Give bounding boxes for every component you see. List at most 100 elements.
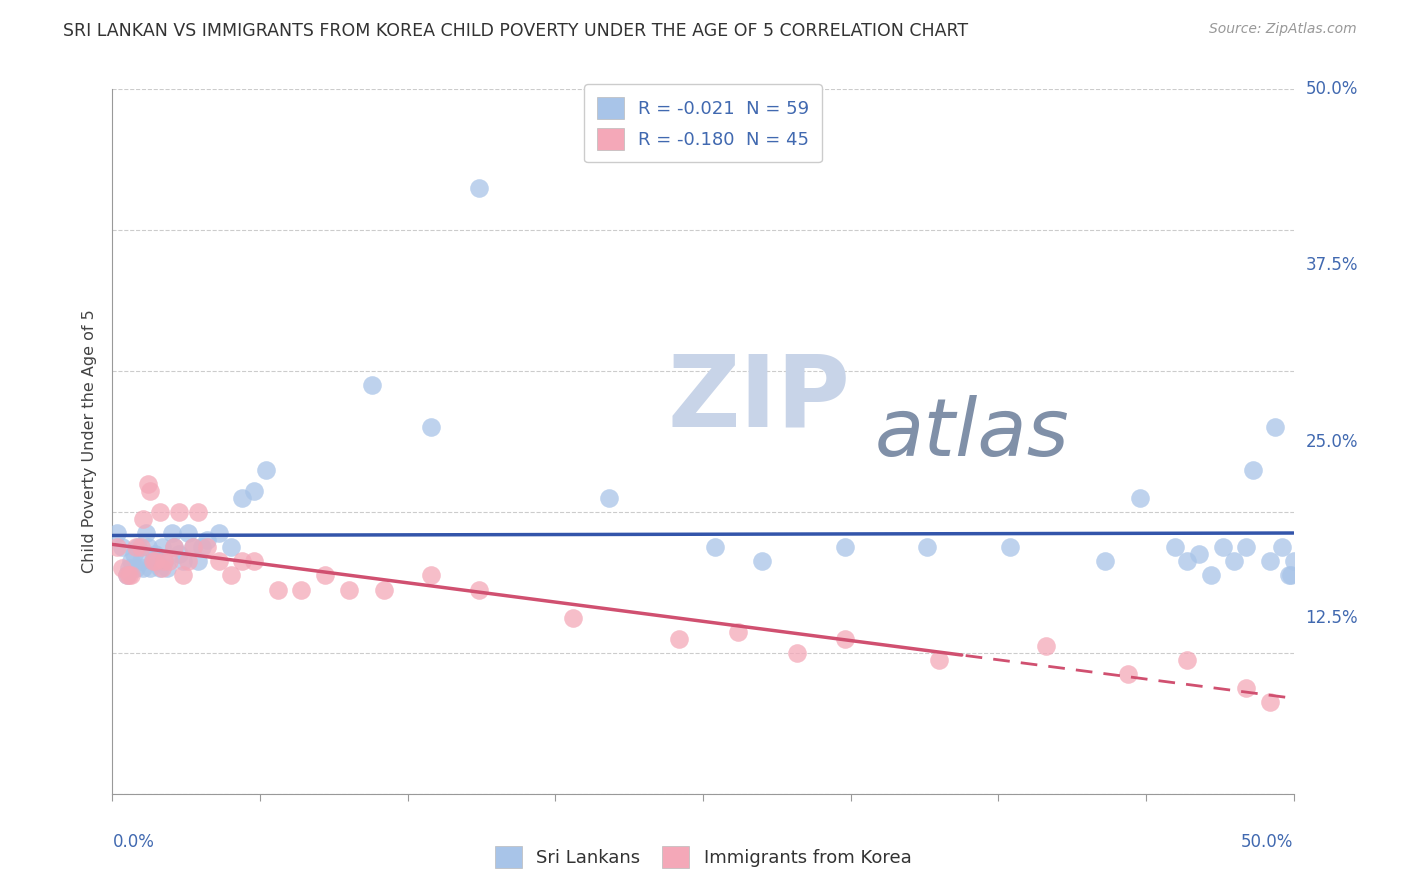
Point (928, 653, 950, 667)
Point (1116, 667, 1139, 681)
Point (420, 568, 443, 582)
Point (143, 554, 166, 568)
Point (172, 554, 194, 568)
Point (120, 554, 142, 568)
Point (105, 526, 128, 541)
Point (149, 561, 172, 575)
Point (834, 632, 856, 646)
Point (163, 541, 186, 555)
Point (132, 512, 155, 526)
Point (1175, 554, 1198, 568)
Point (150, 561, 173, 575)
Point (195, 533, 218, 548)
Point (290, 582, 312, 597)
Point (1094, 554, 1116, 568)
Point (1175, 653, 1198, 667)
Point (703, 541, 725, 555)
Y-axis label: Child Poverty Under the Age of 5: Child Poverty Under the Age of 5 (82, 310, 97, 574)
Point (420, 420, 443, 434)
Point (186, 554, 208, 568)
Point (1234, 541, 1257, 555)
Point (1282, 554, 1305, 568)
Point (153, 554, 176, 568)
Point (373, 582, 395, 597)
Point (243, 483, 266, 498)
Point (149, 505, 172, 519)
Text: 50.0%: 50.0% (1241, 832, 1294, 851)
Point (1188, 547, 1211, 561)
Point (160, 526, 183, 541)
Point (177, 526, 200, 541)
Point (314, 568, 336, 582)
Point (1129, 491, 1152, 505)
Point (157, 554, 180, 568)
Point (219, 568, 242, 582)
Point (1258, 695, 1281, 709)
Point (834, 541, 856, 555)
Point (105, 541, 128, 555)
Point (786, 646, 808, 660)
Point (254, 463, 277, 477)
Point (129, 541, 152, 555)
Point (142, 554, 165, 568)
Point (998, 541, 1021, 555)
Point (111, 561, 134, 575)
Point (135, 526, 157, 541)
Text: SRI LANKAN VS IMMIGRANTS FROM KOREA CHILD POVERTY UNDER THE AGE OF 5 CORRELATION: SRI LANKAN VS IMMIGRANTS FROM KOREA CHIL… (63, 22, 969, 40)
Point (208, 554, 231, 568)
Point (1278, 568, 1301, 582)
Point (467, 181, 489, 195)
Legend: R = -0.021  N = 59, R = -0.180  N = 45: R = -0.021 N = 59, R = -0.180 N = 45 (583, 84, 823, 162)
Point (115, 568, 138, 582)
Point (115, 568, 138, 582)
Point (111, 541, 134, 555)
Point (136, 541, 159, 555)
Point (751, 554, 773, 568)
Point (1241, 463, 1264, 477)
Point (231, 554, 253, 568)
Point (1234, 681, 1257, 696)
Point (1258, 554, 1281, 568)
Text: 50.0%: 50.0% (1305, 80, 1358, 98)
Point (1164, 541, 1187, 555)
Point (219, 541, 242, 555)
Point (186, 505, 208, 519)
Point (142, 554, 165, 568)
Text: atlas: atlas (875, 395, 1069, 474)
Point (1223, 554, 1246, 568)
Point (129, 554, 152, 568)
Point (163, 541, 186, 555)
Point (156, 561, 179, 575)
Point (191, 541, 214, 555)
Point (195, 541, 218, 555)
Point (120, 568, 142, 582)
Point (139, 483, 162, 498)
Point (139, 561, 162, 575)
Point (1212, 541, 1234, 555)
Text: 25.0%: 25.0% (1305, 433, 1358, 450)
Point (1279, 568, 1302, 582)
Point (598, 491, 620, 505)
Text: ZIP: ZIP (668, 351, 851, 448)
Point (118, 561, 141, 575)
Point (1264, 420, 1286, 434)
Legend: Sri Lankans, Immigrants from Korea: Sri Lankans, Immigrants from Korea (484, 835, 922, 879)
Point (167, 547, 190, 561)
Point (167, 505, 190, 519)
Point (562, 610, 585, 624)
Point (118, 568, 141, 582)
Point (181, 541, 204, 555)
Point (361, 378, 384, 392)
Point (467, 582, 489, 597)
Point (136, 476, 159, 491)
Point (181, 541, 204, 555)
Point (153, 554, 176, 568)
Point (125, 561, 148, 575)
Point (267, 582, 290, 597)
Point (337, 582, 360, 597)
Point (150, 541, 173, 555)
Point (127, 541, 149, 555)
Text: 0.0%: 0.0% (112, 832, 155, 851)
Point (727, 624, 749, 639)
Point (177, 554, 200, 568)
